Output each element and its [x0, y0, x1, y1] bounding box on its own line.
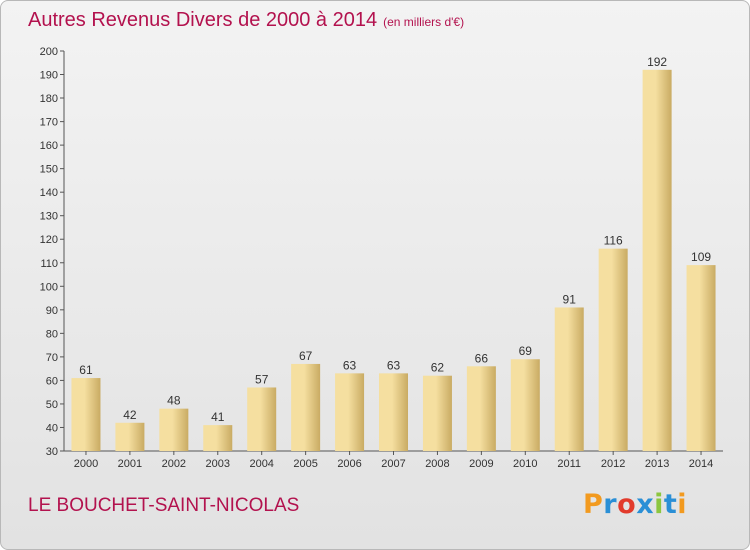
value-label-2000: 61	[79, 363, 93, 377]
x-tick-label-2011: 2011	[557, 458, 581, 470]
x-tick-label-2014: 2014	[689, 458, 713, 470]
value-label-2008: 62	[431, 361, 445, 375]
y-tick-label: 80	[46, 328, 58, 340]
logo-letter: i	[654, 489, 664, 520]
y-tick-label: 100	[40, 281, 58, 293]
bar-2010	[510, 359, 540, 451]
y-tick-label: 150	[40, 164, 58, 176]
bar-2007	[379, 373, 408, 451]
y-tick-label: 40	[46, 422, 58, 434]
commune-name: LE BOUCHET-SAINT-NICOLAS	[28, 495, 300, 516]
bar-2001	[115, 422, 145, 451]
y-tick-label: 130	[40, 211, 58, 223]
value-label-2002: 48	[167, 394, 181, 408]
y-tick-label: 30	[46, 446, 58, 458]
bar-2013	[642, 69, 672, 451]
y-tick-label: 90	[46, 305, 58, 317]
x-tick-label-2009: 2009	[469, 458, 493, 470]
x-tick-label-2004: 2004	[249, 458, 273, 470]
chart-subtitle: (en milliers d'€)	[383, 15, 465, 29]
value-label-2011: 91	[563, 292, 577, 306]
value-label-2006: 63	[343, 358, 357, 372]
y-tick-label: 50	[46, 399, 58, 411]
bar-2004	[247, 387, 277, 451]
bar-2005	[291, 363, 321, 451]
x-tick-label-2006: 2006	[337, 458, 361, 470]
x-tick-label-2003: 2003	[206, 458, 230, 470]
bar-2011	[554, 307, 584, 451]
value-label-2005: 67	[299, 349, 313, 363]
y-tick-label: 180	[40, 93, 58, 105]
bar-2009	[466, 366, 496, 451]
y-tick-label: 170	[40, 117, 58, 129]
bar-2002	[159, 408, 189, 451]
logo-letter: r	[603, 489, 618, 520]
x-tick-label-2012: 2012	[601, 458, 625, 470]
logo-letter: o	[617, 489, 637, 520]
logo-letter: x	[636, 489, 655, 520]
value-label-2007: 63	[387, 358, 401, 372]
proxiti-logo[interactable]: Proxiti	[583, 489, 687, 520]
bar-2014	[686, 265, 716, 451]
logo-letter: i	[677, 489, 688, 520]
logo-letter: t	[663, 489, 678, 520]
y-tick-label: 60	[46, 375, 58, 387]
y-tick-label: 160	[40, 140, 58, 152]
value-label-2014: 109	[691, 250, 711, 264]
value-label-2003: 41	[211, 410, 225, 424]
y-tick-label: 200	[40, 46, 58, 58]
bar-2003	[203, 425, 233, 451]
y-tick-label: 190	[40, 70, 58, 82]
chart-bars	[71, 69, 716, 451]
bar-2008	[422, 375, 452, 451]
value-label-2013: 192	[647, 55, 667, 69]
y-tick-label: 120	[40, 234, 58, 246]
x-tick-label-2001: 2001	[118, 458, 142, 470]
x-tick-label-2010: 2010	[513, 458, 537, 470]
bar-2000	[71, 378, 101, 451]
chart-title: Autres Revenus Divers de 2000 à 2014	[28, 9, 378, 31]
bar-2006	[335, 373, 365, 451]
y-tick-label: 140	[40, 187, 58, 199]
value-label-2012: 116	[604, 234, 623, 248]
x-tick-label-2007: 2007	[381, 458, 405, 470]
bar-2012	[598, 248, 628, 451]
value-label-2010: 69	[519, 344, 533, 358]
chart-value-labels: 61 42 48 41 57 67 63 63 62 66 69 91 116 192 109	[79, 55, 711, 424]
y-tick-label: 110	[40, 258, 58, 270]
value-label-2009: 66	[475, 351, 489, 365]
x-tick-label-2000: 2000	[74, 458, 98, 470]
chart-header: Autres Revenus Divers de 2000 à 2014 (en …	[28, 9, 464, 32]
x-tick-label-2013: 2013	[645, 458, 669, 470]
value-label-2001: 42	[123, 408, 137, 422]
x-tick-label-2005: 2005	[293, 458, 317, 470]
x-tick-label-2008: 2008	[425, 458, 449, 470]
logo-letter: P	[583, 489, 604, 520]
value-label-2004: 57	[255, 372, 269, 386]
y-tick-label: 70	[46, 352, 58, 364]
x-tick-label-2002: 2002	[162, 458, 186, 470]
